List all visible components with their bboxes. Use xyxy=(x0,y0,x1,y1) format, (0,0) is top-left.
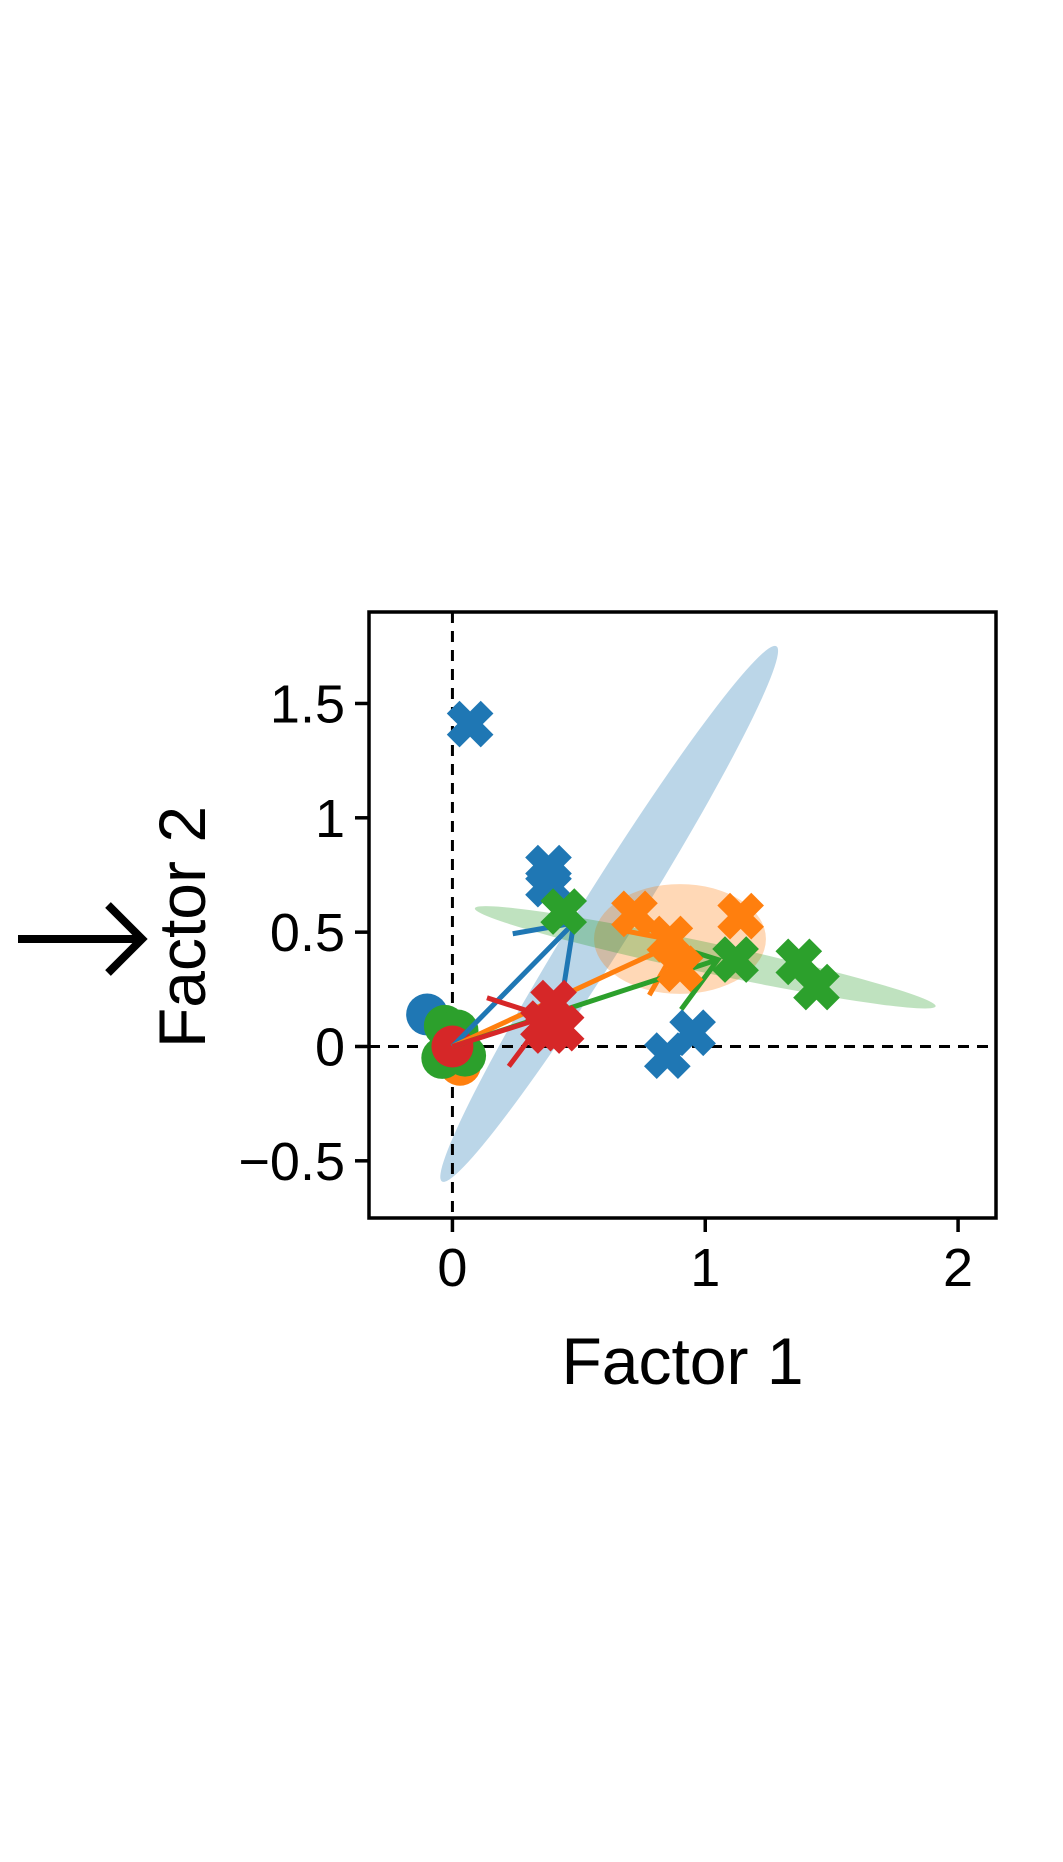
ellipse-layer xyxy=(440,645,936,1182)
x-marker-layer xyxy=(446,700,840,1079)
x-tick-label: 2 xyxy=(943,1238,973,1298)
factor-arrow-0 xyxy=(450,921,576,1049)
y-tick-label: 0.5 xyxy=(270,903,345,963)
panel-arrow-icon xyxy=(18,902,148,976)
y-axis: −0.5 0 0.5 1 1.5 xyxy=(238,674,369,1192)
x-marker xyxy=(717,892,764,940)
x-tick-label: 1 xyxy=(690,1238,720,1298)
x-marker xyxy=(646,915,694,963)
plot-frame xyxy=(367,610,998,1220)
x-marker xyxy=(712,936,759,983)
x-marker xyxy=(793,963,840,1011)
y-axis-label: Factor 2 xyxy=(145,806,219,1048)
y-tick-label: 0 xyxy=(315,1017,345,1077)
x-marker xyxy=(656,945,704,993)
origin-points-layer xyxy=(406,993,487,1086)
x-marker xyxy=(525,1007,572,1054)
x-axis: 0 1 2 xyxy=(437,1218,973,1298)
x-marker xyxy=(611,890,658,938)
x-axis-label: Factor 1 xyxy=(561,1324,803,1398)
x-marker xyxy=(669,1009,716,1057)
x-marker xyxy=(540,888,588,935)
y-tick-label: 1.5 xyxy=(270,674,345,734)
x-tick-label: 0 xyxy=(437,1238,467,1298)
y-tick-label: 1 xyxy=(315,789,345,849)
x-marker xyxy=(446,700,494,748)
y-tick-label: −0.5 xyxy=(238,1132,345,1192)
